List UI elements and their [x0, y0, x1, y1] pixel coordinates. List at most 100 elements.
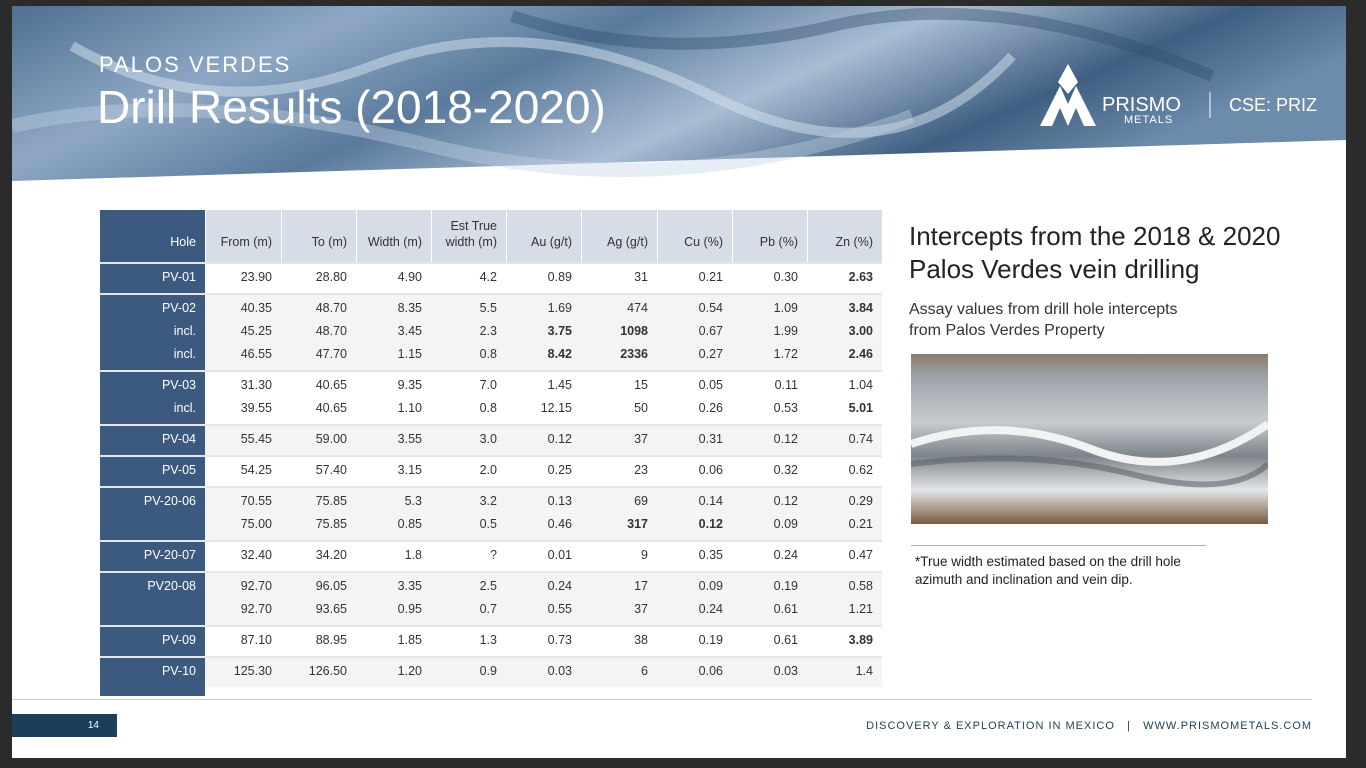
table-cell: 28.80	[315, 270, 347, 284]
column-divider	[281, 210, 282, 262]
table-cell: 4.90	[397, 270, 422, 284]
table-cell: 1.69	[547, 301, 572, 315]
table-cell: 7.0	[479, 378, 497, 392]
table-cell: 34.20	[315, 548, 347, 562]
table-cell: 57.40	[315, 463, 347, 477]
table-cell: 3.55	[397, 432, 422, 446]
table-cell: 40.35	[240, 301, 272, 315]
table-cell: 8.35	[397, 301, 422, 315]
logo-name: PRISMO	[1102, 94, 1181, 116]
footer-rule	[12, 699, 1312, 700]
table-cell: 4.2	[479, 270, 497, 284]
table-cell: 0.06	[698, 463, 723, 477]
table-cell: 59.00	[315, 432, 347, 446]
table-cell: 3.0	[479, 432, 497, 446]
table-cell: 37	[634, 432, 648, 446]
group-bg	[205, 486, 882, 540]
table-cell: 45.25	[240, 324, 272, 338]
footnote: *True width estimated based on the drill…	[915, 554, 1181, 587]
table-cell: 0.24	[698, 602, 723, 616]
table-cell: 0.21	[848, 517, 873, 531]
hole-label: PV20-08	[147, 579, 196, 593]
hole-label: incl.	[173, 401, 196, 415]
table-cell: 50	[634, 401, 648, 415]
page-number: 14	[12, 714, 117, 737]
drill-table: Hole From (m) To (m) Width (m) Est True widt…	[100, 210, 882, 696]
table-cell: 0.19	[698, 633, 723, 647]
table-cell: 31.30	[240, 378, 272, 392]
group-rule	[100, 293, 882, 295]
column-header: From (m)	[220, 235, 272, 249]
table-cell: 0.26	[698, 401, 723, 415]
logo-mark	[1040, 64, 1096, 126]
table-cell: 54.25	[240, 463, 272, 477]
table-cell: 1.09	[773, 301, 798, 315]
table-cell: 0.29	[848, 494, 873, 508]
column-divider	[506, 210, 507, 262]
column-header: Pb (%)	[759, 235, 798, 249]
group-rule	[100, 540, 882, 542]
group-bg	[205, 424, 882, 455]
table-cell: 0.06	[698, 664, 723, 678]
table-cell: 75.00	[240, 517, 272, 531]
table-cell: 0.58	[848, 579, 873, 593]
table-cell: 70.55	[240, 494, 272, 508]
side-heading: Intercepts from the 2018 & 2020 Palos Ve…	[909, 221, 1281, 284]
table-cell: 0.74	[848, 432, 873, 446]
table-cell: 126.50	[308, 664, 347, 678]
kicker: PALOS VERDES	[99, 52, 292, 77]
group-rule	[100, 370, 882, 372]
table-cell: 0.09	[698, 579, 723, 593]
table-cell: 0.46	[547, 517, 572, 531]
table-cell: 23.90	[240, 270, 272, 284]
table-cell: 88.95	[315, 633, 347, 647]
table-cell: 3.15	[397, 463, 422, 477]
table-cell: 96.05	[315, 579, 347, 593]
table-cell: 3.89	[848, 633, 873, 647]
table-cell: 0.9	[479, 664, 497, 678]
group-bg	[205, 262, 882, 293]
table-cell: 0.12	[698, 517, 723, 531]
table-cell: ?	[490, 548, 497, 562]
table-cell: 0.89	[547, 270, 572, 284]
table-cell: 0.95	[397, 602, 422, 616]
table-cell: 75.85	[315, 517, 347, 531]
table-cell: 0.09	[773, 517, 798, 531]
hole-label: incl.	[173, 347, 196, 361]
group-rule	[100, 424, 882, 426]
table-cell: 0.8	[479, 401, 497, 415]
hole-label: PV-02	[161, 301, 196, 315]
table-cell: 47.70	[315, 347, 347, 361]
hole-label: PV-10	[161, 664, 196, 678]
table-cell: 1.21	[848, 602, 873, 616]
table-cell: 8.42	[547, 347, 572, 361]
column-header: Hole	[170, 235, 196, 249]
hole-label: PV-09	[161, 633, 196, 647]
group-bg	[205, 540, 882, 571]
table-cell: 0.35	[698, 548, 723, 562]
column-divider	[431, 210, 432, 262]
group-rule	[100, 455, 882, 457]
hole-label: PV-20-06	[143, 494, 196, 508]
group-rule	[100, 625, 882, 627]
table-cell: 75.85	[315, 494, 347, 508]
table-cell: 1.15	[397, 347, 422, 361]
table-cell: 0.03	[547, 664, 572, 678]
header-image	[12, 6, 1346, 181]
table-cell: 474	[627, 301, 648, 315]
table-cell: 15	[634, 378, 648, 392]
table-cell: 0.30	[773, 270, 798, 284]
table-cell: 0.67	[698, 324, 723, 338]
table-cell: 12.15	[540, 401, 572, 415]
table-cell: 0.24	[773, 548, 798, 562]
table-cell: 92.70	[240, 602, 272, 616]
table-cell: 3.75	[547, 324, 572, 338]
table-cell: 3.45	[397, 324, 422, 338]
table-cell: 31	[634, 270, 648, 284]
table-cell: 0.12	[773, 432, 798, 446]
table-cell: 1.4	[855, 664, 873, 678]
column-divider	[356, 210, 357, 262]
table-cell: 5.01	[848, 401, 873, 415]
